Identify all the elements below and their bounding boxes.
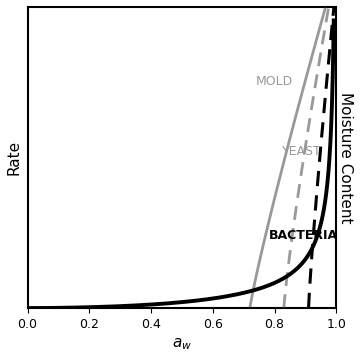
Text: BACTERIA: BACTERIA: [269, 229, 338, 242]
Y-axis label: Rate: Rate: [7, 140, 22, 175]
Text: YEAST: YEAST: [282, 145, 322, 158]
X-axis label: $a_w$: $a_w$: [172, 336, 192, 352]
Text: MOLD: MOLD: [256, 75, 293, 88]
Y-axis label: Moisture Content: Moisture Content: [338, 92, 353, 223]
